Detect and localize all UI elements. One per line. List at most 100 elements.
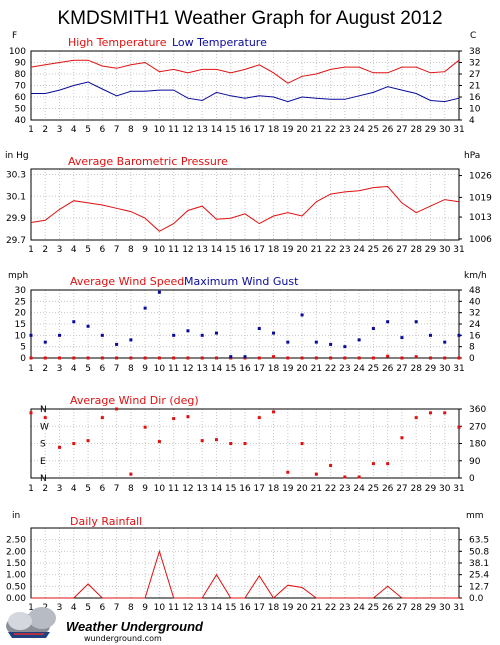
average-wind-dir-deg-point (329, 464, 333, 468)
rain-xtick-label: 26 (382, 603, 394, 613)
rain-ytick-label: 1.00 (6, 571, 26, 581)
temp-xtick-label: 30 (439, 125, 451, 135)
average-wind-speed-point (386, 354, 390, 358)
legend-high-temperature: High Temperature (68, 36, 167, 49)
maximum-wind-gust-point (243, 355, 247, 359)
pressure-xtick-label: 27 (396, 245, 407, 255)
pressure-xtick-label: 2 (42, 245, 48, 255)
temp-xtick-label: 15 (225, 125, 236, 135)
dir-plot-frame (30, 408, 460, 479)
temp-xtick-label: 10 (154, 125, 166, 135)
average-wind-dir-deg-point (129, 472, 133, 476)
pressure-ytick-label: 30.1 (6, 192, 26, 202)
rain-xtick-label: 3 (57, 603, 63, 613)
daily-rainfall-line (31, 549, 459, 599)
wind-xtick-label: 22 (325, 364, 336, 374)
pressure-right-tick-label: 1006 (469, 235, 492, 245)
rain-xtick-label: 7 (114, 603, 120, 613)
wind-right-tick-label: 24 (469, 320, 481, 330)
pressure-xtick-label: 8 (128, 245, 134, 255)
maximum-wind-gust-point (58, 333, 62, 337)
average-wind-dir-deg-point (200, 439, 204, 443)
temp-xtick-label: 16 (239, 125, 251, 135)
dir-xtick-label: 9 (142, 484, 148, 494)
temp-xtick-label: 4 (71, 125, 77, 135)
average-wind-dir-deg-point (143, 425, 147, 429)
maximum-wind-gust-point (200, 333, 204, 337)
rain-ytick-label: 0.00 (6, 594, 26, 604)
average-wind-dir-deg-point (428, 411, 432, 415)
temp-ytick-label: 90 (15, 59, 27, 69)
wind-xtick-label: 7 (114, 364, 120, 374)
average-wind-speed-point (29, 356, 33, 360)
dir-xtick-label: 20 (296, 484, 308, 494)
wind-xtick-label: 8 (128, 364, 134, 374)
cloud-icon (6, 607, 56, 638)
maximum-wind-gust-point (428, 333, 432, 337)
average-wind-speed-point (43, 356, 47, 360)
wind-xtick-label: 27 (396, 364, 407, 374)
pressure-xtick-label: 9 (142, 245, 148, 255)
maximum-wind-gust-point (86, 324, 90, 328)
average-wind-dir-deg-point (357, 475, 361, 479)
wind-right-tick-label: 48 (469, 286, 481, 296)
rainfall-title: Daily Rainfall (70, 515, 142, 528)
temp-xtick-label: 5 (85, 125, 91, 135)
pressure-plot-frame (30, 168, 460, 241)
pressure-xtick-label: 11 (168, 245, 179, 255)
rain-xtick-label: 31 (453, 603, 464, 613)
pressure-right-tick-label: 1026 (469, 172, 492, 182)
wind-right-tick-label: 16 (469, 331, 481, 341)
pressure-xtick-label: 19 (282, 245, 294, 255)
weather-underground-logo[interactable]: Weather Underground wunderground.com (6, 607, 204, 643)
temp-right-tick-label: 32 (469, 59, 480, 69)
wind-ytick-label: 15 (15, 320, 26, 330)
wind-xtick-label: 28 (410, 364, 422, 374)
average-wind-speed-point (214, 356, 218, 360)
wind-xtick-label: 11 (168, 364, 179, 374)
dir-xtick-label: 28 (410, 484, 422, 494)
average-wind-speed-point (443, 356, 447, 360)
average-wind-dir-deg-point (314, 472, 318, 476)
temp-xtick-label: 27 (396, 125, 407, 135)
pressure-xtick-label: 29 (425, 245, 437, 255)
pressure-xtick-label: 17 (254, 245, 265, 255)
dir-xtick-label: 31 (453, 484, 464, 494)
average-wind-dir-deg-point (186, 415, 190, 419)
average-wind-dir-deg-point (300, 442, 304, 445)
dir-xtick-label: 18 (268, 484, 280, 494)
maximum-wind-gust-point (115, 342, 119, 346)
maximum-wind-gust-point (300, 313, 304, 317)
maximum-wind-gust-point (286, 340, 290, 344)
maximum-wind-gust-point (443, 340, 447, 344)
dir-xtick-label: 15 (225, 484, 236, 494)
wind-xtick-label: 25 (368, 364, 379, 374)
wind-xtick-label: 14 (211, 364, 223, 374)
average-wind-speed-point (286, 356, 290, 360)
wind-xtick-label: 16 (239, 364, 251, 374)
average-wind-speed-point (172, 356, 176, 360)
wind-xtick-label: 15 (225, 364, 236, 374)
average-wind-dir-deg-point (414, 416, 418, 420)
temp-right-tick-label: 21 (469, 82, 480, 92)
temp-right-unit: C (470, 31, 476, 41)
rain-xtick-label: 14 (211, 603, 223, 613)
average-wind-dir-deg-point (214, 438, 218, 442)
wind-xtick-label: 21 (311, 364, 322, 374)
dir-xtick-label: 7 (114, 484, 120, 494)
pressure-xtick-label: 14 (211, 245, 223, 255)
dir-xtick-label: 16 (239, 484, 251, 494)
pressure-ytick-label: 29.7 (6, 236, 26, 246)
maximum-wind-gust-point (186, 329, 190, 333)
rain-xtick-label: 22 (325, 603, 336, 613)
temp-xtick-label: 23 (339, 125, 350, 135)
temp-ytick-label: 40 (15, 116, 27, 126)
logo-name: Weather Underground (66, 619, 204, 634)
rain-xtick-label: 25 (368, 603, 379, 613)
average-wind-speed-point (400, 356, 404, 360)
pressure-xtick-label: 6 (99, 245, 105, 255)
pressure-xtick-label: 31 (453, 245, 464, 255)
wind-xtick-label: 23 (339, 364, 350, 374)
pressure-xtick-label: 24 (353, 245, 365, 255)
